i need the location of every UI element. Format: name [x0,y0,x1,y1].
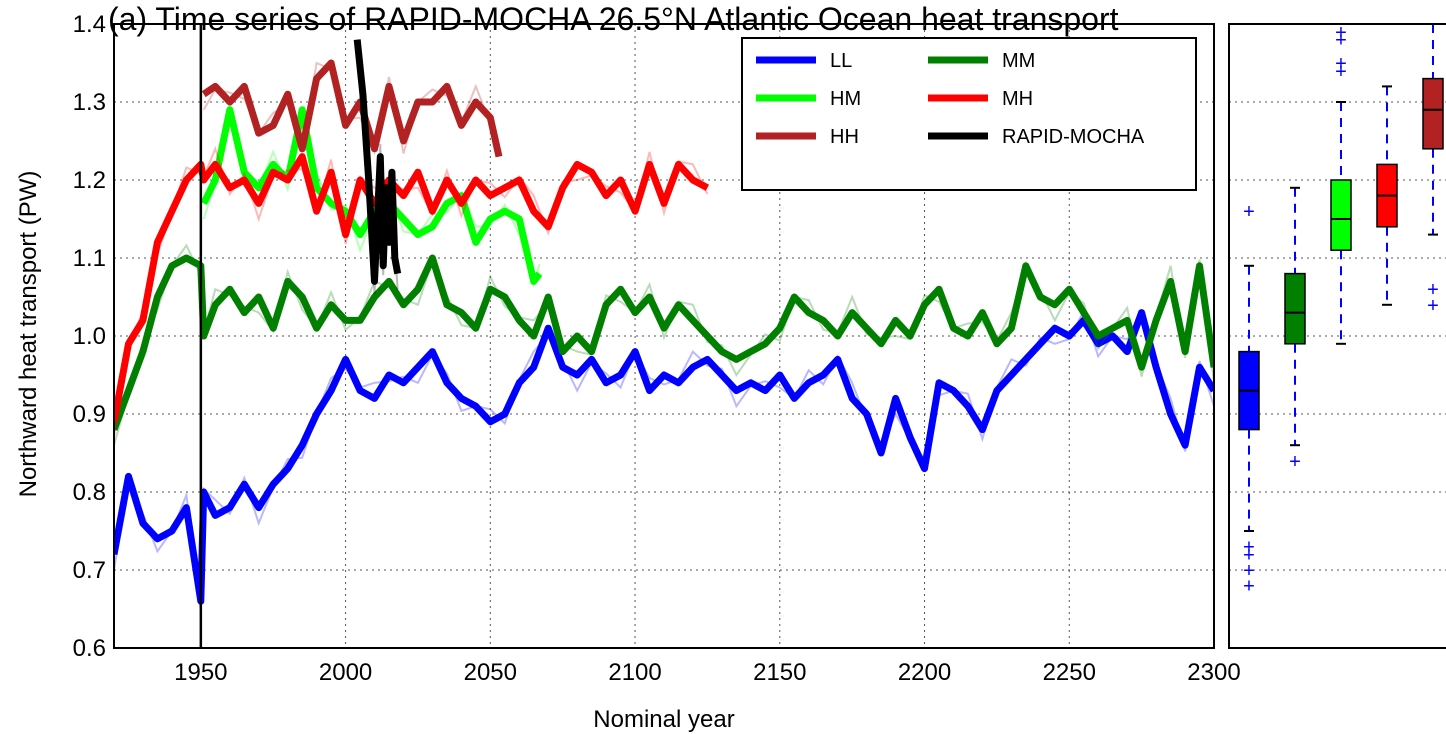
x-tick-label: 2000 [319,659,372,686]
box-outlier-marker: + [1335,53,1347,75]
box-plot-frame [1228,23,1446,649]
series-mm-line [114,254,1214,431]
x-tick-label: 2050 [464,659,517,686]
box-body [1330,179,1352,251]
legend-label-rapid-mocha: RAPID-MOCHA [1002,126,1145,148]
box-outlier-marker: + [1243,201,1255,223]
box-mh [1376,85,1398,306]
series-rapid-mocha-line [353,39,402,285]
y-tick-label: 1.4 [73,11,106,38]
box-body [1422,77,1444,150]
legend-label-mh: MH [1002,88,1033,110]
y-tick-label: 0.6 [73,635,106,662]
box-outlier-marker: + [1335,61,1347,83]
box-outlier-marker: + [1335,30,1347,52]
y-tick-label: 0.7 [73,557,106,584]
x-tick-label: 2150 [753,659,806,686]
y-tick-label: 0.9 [73,401,106,428]
box-outlier-marker: + [1243,576,1255,598]
legend-label-ll: LL [830,50,852,72]
box-body [1284,272,1306,345]
series-ll-line [114,309,1214,605]
y-axis-label: Northward heat transport (PW) [15,171,42,498]
box-outlier-marker: + [1427,295,1439,317]
series-ll-raw-line [114,308,1214,611]
series-rapid-mocha [353,39,402,294]
series-layer [114,39,1214,611]
y-tick-label: 1.2 [73,167,106,194]
x-tick-label: 2200 [898,659,951,686]
legend-label-hm: HM [830,88,861,110]
x-tick-label: 1950 [174,659,227,686]
box-outlier-marker: + [1243,537,1255,559]
box-mm: + [1284,186,1306,473]
series-hh-line [201,59,503,158]
box-outlier-marker: + [1335,22,1347,44]
chart-title: (a) Time series of RAPID-MOCHA 26.5°N At… [108,1,1119,37]
y-tick-label: 1.1 [73,245,106,272]
box-hh: ++ [1422,24,1444,317]
x-tick-label: 2100 [608,659,661,686]
series-mm [114,243,1214,446]
y-tick-label: 0.8 [73,479,106,506]
series-ll [114,308,1214,611]
x-tick-labels: 1950 2000 2050 2100 2150 2200 2250 2300 [174,659,1241,686]
box-outlier-marker: + [1243,560,1255,582]
main-plot-frame [113,23,1215,649]
x-tick-label: 2250 [1043,659,1096,686]
x-tick-label: 2300 [1187,659,1240,686]
y-tick-labels: 0.6 0.7 0.8 0.9 1.0 1.1 1.2 1.3 1.4 [73,11,106,662]
box-outlier-marker: + [1427,279,1439,301]
legend: LL MM HM MH HH RAPID-MOCHA [741,37,1197,191]
series-mm-raw-line [114,243,1214,446]
legend-label-mm: MM [1002,50,1035,72]
x-axis-label: Nominal year [593,706,734,733]
box-ll: +++++ [1238,201,1260,598]
box-hm: ++++ [1330,22,1352,345]
y-tick-label: 1.0 [73,323,106,350]
box-outlier-marker: + [1289,451,1301,473]
series-hh [201,59,503,158]
series-mh [114,145,710,438]
boxes-layer: ++++++++++++ [1238,22,1444,598]
box-outlier-marker: + [1243,544,1255,566]
y-tick-label: 1.3 [73,89,106,116]
series-mh-line [114,153,710,423]
legend-label-hh: HH [830,126,859,148]
box-grid [1229,101,1446,571]
